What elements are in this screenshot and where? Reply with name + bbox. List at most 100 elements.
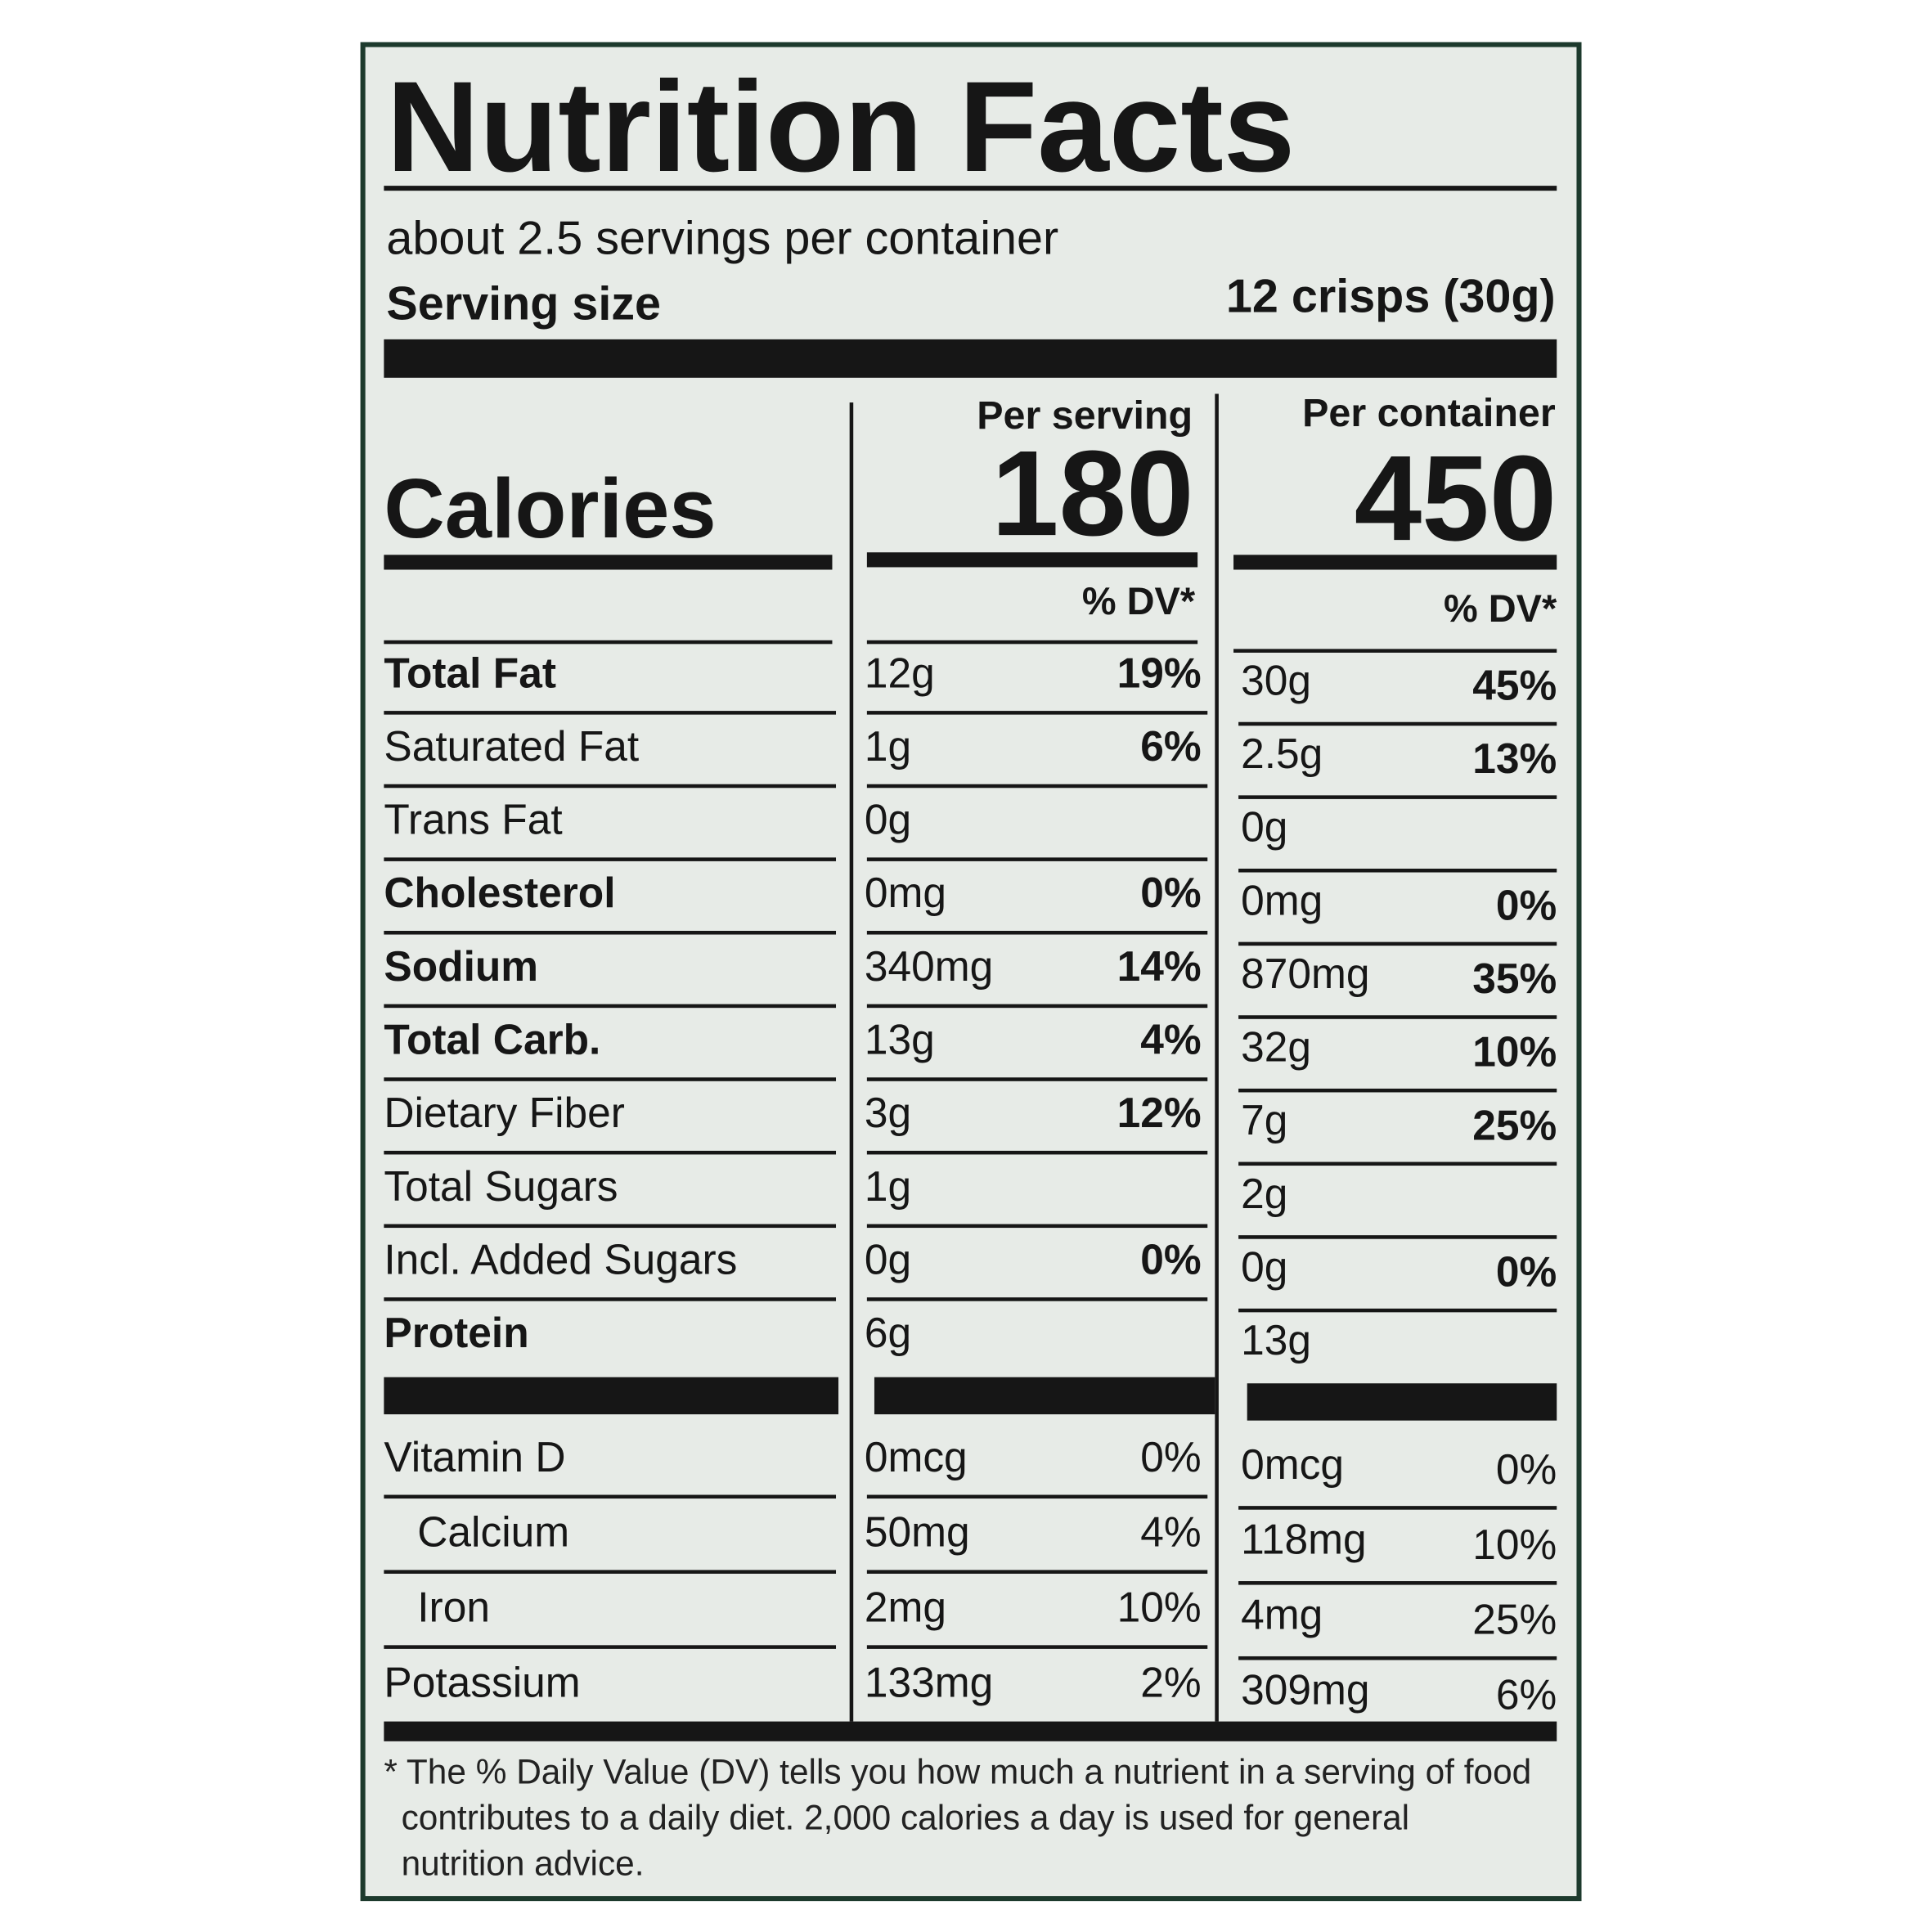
nutrient-name: Incl. Added Sugars bbox=[384, 1235, 737, 1283]
calories-container: 450 bbox=[1355, 431, 1557, 566]
serving-size-label: Serving size bbox=[386, 278, 661, 330]
footnote-box: * The % Daily Value (DV) tells you how m… bbox=[384, 1752, 1532, 1883]
nutrient-name: Vitamin D bbox=[384, 1433, 565, 1480]
rule bbox=[866, 552, 1198, 568]
amount: 13g bbox=[865, 1016, 935, 1063]
row-rule bbox=[1238, 1656, 1557, 1660]
amount: 309mg bbox=[1241, 1666, 1369, 1714]
row-rule bbox=[384, 1297, 837, 1301]
amount: 50mg bbox=[865, 1508, 970, 1556]
row-rule bbox=[1238, 795, 1557, 799]
row-rule bbox=[384, 1150, 837, 1155]
daily-value: 12% bbox=[1117, 1089, 1202, 1136]
amount: 0mg bbox=[1241, 876, 1323, 923]
nutrient-name: Cholesterol bbox=[384, 869, 615, 916]
column-divider bbox=[1215, 393, 1219, 1722]
nutrient-name: Trans Fat bbox=[384, 796, 562, 843]
row-rule bbox=[866, 1570, 1208, 1574]
row-rule bbox=[384, 1004, 837, 1009]
amount: 32g bbox=[1241, 1023, 1311, 1071]
row-rule bbox=[384, 1645, 837, 1649]
row-rule bbox=[384, 1224, 837, 1229]
daily-value: 10% bbox=[1117, 1584, 1202, 1631]
row-rule bbox=[866, 1150, 1208, 1155]
row-rule bbox=[1238, 1161, 1557, 1166]
dv-header: % DV* bbox=[1082, 580, 1196, 622]
row-rule bbox=[866, 784, 1208, 789]
amount: 2mg bbox=[865, 1584, 946, 1631]
daily-value: 0% bbox=[1140, 1433, 1201, 1480]
title: Nutrition Facts bbox=[386, 55, 1295, 199]
serving-size-value: 12 crisps (30g) bbox=[1226, 271, 1556, 323]
row-rule bbox=[384, 857, 837, 861]
thick-rule bbox=[384, 1721, 1557, 1741]
amount: 340mg bbox=[865, 942, 993, 990]
row-rule bbox=[1238, 868, 1557, 873]
amount: 133mg bbox=[865, 1658, 993, 1705]
row-rule bbox=[1238, 941, 1557, 946]
row-rule bbox=[1238, 1088, 1557, 1093]
amount: 7g bbox=[1241, 1096, 1287, 1143]
servings: about 2.5 servings per container bbox=[386, 212, 1058, 264]
calories-label: Calories bbox=[384, 461, 716, 555]
amount: 30g bbox=[1241, 656, 1311, 703]
amount: 118mg bbox=[1241, 1516, 1367, 1563]
row-rule bbox=[1238, 1015, 1557, 1019]
column-divider bbox=[849, 402, 854, 1722]
daily-value: 25% bbox=[1472, 1596, 1557, 1643]
row-rule bbox=[866, 930, 1208, 935]
amount: 0mcg bbox=[1241, 1440, 1344, 1488]
amount: 1g bbox=[865, 722, 911, 770]
daily-value: 13% bbox=[1472, 735, 1557, 782]
row-rule bbox=[866, 1224, 1208, 1229]
daily-value: 10% bbox=[1472, 1521, 1557, 1568]
daily-value: 6% bbox=[1140, 722, 1201, 770]
daily-value: 0% bbox=[1496, 1445, 1557, 1493]
nutrient-name: Iron bbox=[417, 1584, 490, 1631]
amount: 2g bbox=[1241, 1170, 1287, 1217]
nutrient-name: Protein bbox=[384, 1309, 528, 1356]
row-rule bbox=[1238, 1581, 1557, 1585]
daily-value: 4% bbox=[1140, 1016, 1201, 1063]
daily-value: 10% bbox=[1472, 1028, 1557, 1076]
daily-value: 25% bbox=[1472, 1101, 1557, 1148]
nutrient-name: Total Carb. bbox=[384, 1016, 600, 1063]
row-rule bbox=[384, 1494, 837, 1499]
amount: 0mcg bbox=[865, 1433, 968, 1480]
amount: 0g bbox=[1241, 1242, 1287, 1290]
column-header: Per container bbox=[1302, 391, 1556, 435]
thick-rule bbox=[384, 1377, 839, 1415]
thick-rule bbox=[384, 339, 1557, 378]
footnote: * The % Daily Value (DV) tells you how m… bbox=[384, 1752, 1532, 1883]
daily-value: 45% bbox=[1472, 661, 1557, 708]
amount: 0g bbox=[865, 796, 911, 843]
calories-serving: 180 bbox=[991, 426, 1194, 561]
row-rule bbox=[384, 930, 837, 935]
row-rule bbox=[866, 1077, 1208, 1081]
row-rule bbox=[866, 1494, 1208, 1499]
amount: 0g bbox=[1241, 803, 1287, 851]
row-rule bbox=[384, 784, 837, 789]
amount: 4mg bbox=[1241, 1591, 1323, 1638]
row-rule bbox=[1238, 1506, 1557, 1510]
row-rule bbox=[1238, 1308, 1557, 1313]
amount: 0g bbox=[865, 1235, 911, 1283]
row-rule bbox=[866, 857, 1208, 861]
daily-value: 19% bbox=[1117, 649, 1202, 696]
daily-value: 4% bbox=[1140, 1508, 1201, 1556]
row-rule bbox=[866, 640, 1198, 645]
dv-header: % DV* bbox=[1444, 587, 1557, 630]
thick-rule bbox=[874, 1377, 1215, 1415]
nutrient-name: Total Sugars bbox=[384, 1162, 618, 1210]
row-rule bbox=[1238, 721, 1557, 726]
row-rule bbox=[866, 1645, 1208, 1649]
row-rule bbox=[384, 1077, 837, 1081]
amount: 0mg bbox=[865, 869, 946, 916]
nutrient-name: Potassium bbox=[384, 1658, 580, 1705]
daily-value: 0% bbox=[1140, 1235, 1201, 1283]
amount: 12g bbox=[865, 649, 935, 696]
rule bbox=[384, 186, 1557, 191]
row-rule bbox=[384, 711, 837, 715]
